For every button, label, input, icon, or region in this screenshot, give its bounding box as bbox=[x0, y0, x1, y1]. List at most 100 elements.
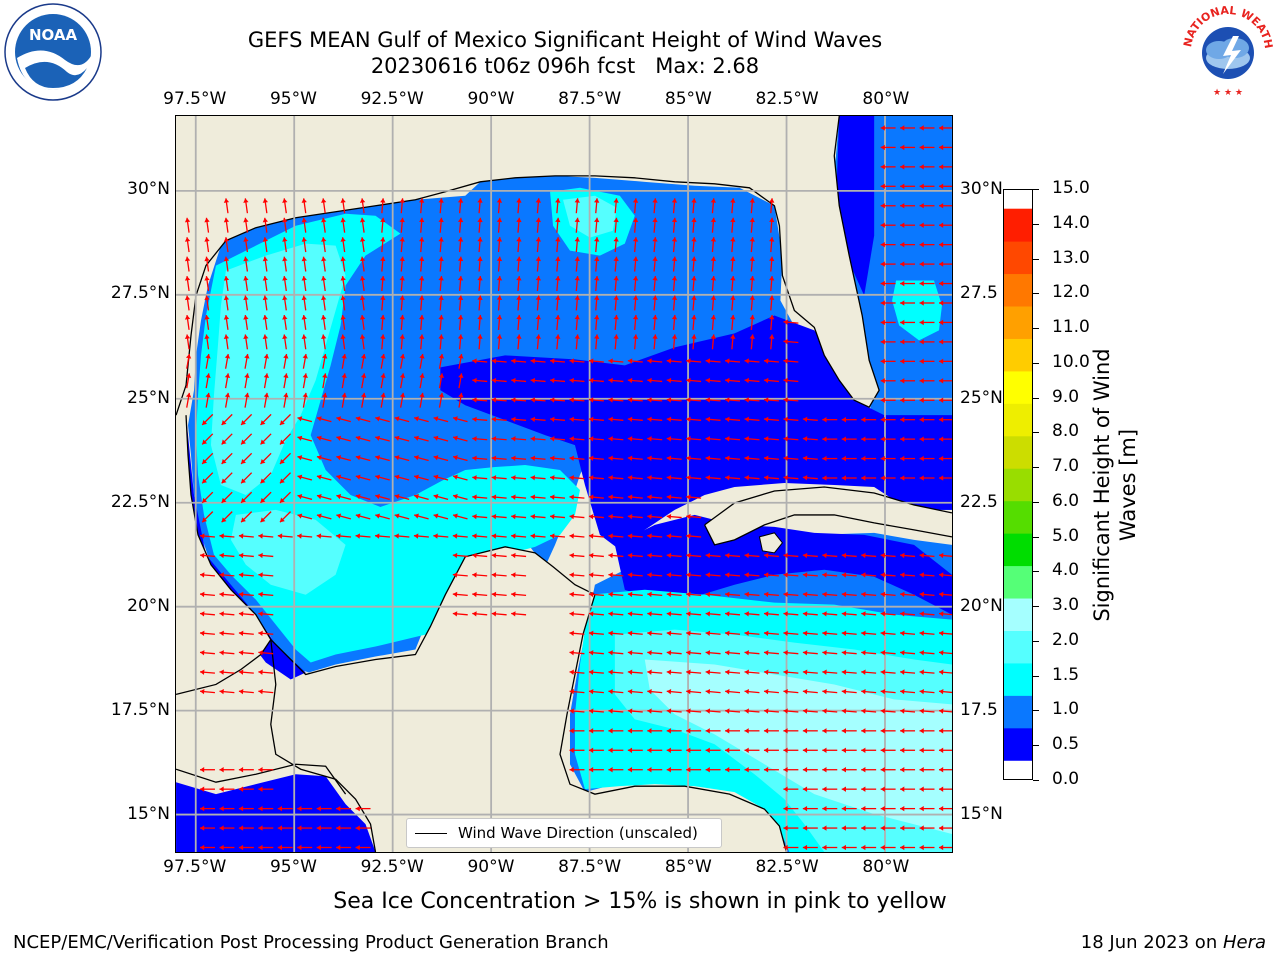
wind-arrow-head bbox=[438, 276, 444, 281]
wind-arrow-head bbox=[472, 533, 477, 539]
lon-tick-bottom: 85°W bbox=[664, 857, 712, 877]
wind-arrow-head bbox=[783, 319, 788, 325]
wind-arrow-head bbox=[783, 591, 788, 598]
wind-arrow-head bbox=[647, 688, 652, 695]
wind-arrow-head bbox=[260, 420, 266, 425]
wind-arrow-head bbox=[569, 688, 574, 695]
wind-arrow-head bbox=[900, 397, 905, 403]
wind-arrow-head bbox=[336, 435, 342, 441]
wind-arrow-head bbox=[725, 767, 730, 773]
wind-arrow-head bbox=[496, 237, 503, 242]
wind-arrow-head bbox=[647, 767, 652, 773]
wind-arrow-head bbox=[219, 650, 224, 656]
wind-arrow-head bbox=[241, 517, 246, 523]
wind-arrow-head bbox=[569, 533, 574, 539]
wind-arrow-head bbox=[550, 416, 555, 423]
wind-arrow-head bbox=[608, 494, 613, 500]
lat-tick-left: 17.5°N bbox=[110, 700, 170, 721]
wind-arrow-head bbox=[550, 358, 555, 364]
low-wave-yucatan bbox=[614, 514, 952, 615]
wind-arrow-head bbox=[243, 256, 249, 262]
colorbar-bin bbox=[1004, 273, 1032, 307]
wind-arrow-head bbox=[705, 397, 711, 403]
wind-arrow-head bbox=[594, 198, 600, 203]
wind-arrow-head bbox=[243, 315, 249, 320]
wind-arrow-head bbox=[516, 237, 522, 242]
wind-arrow-head bbox=[283, 373, 289, 379]
wind-arrow-head bbox=[900, 144, 905, 151]
wind-arrow-head bbox=[900, 669, 905, 675]
wind-arrow-head bbox=[841, 630, 847, 636]
wind-arrow-head bbox=[749, 256, 755, 262]
wind-arrow-head bbox=[841, 572, 847, 578]
wind-arrow-head bbox=[919, 572, 924, 578]
colorbar bbox=[1003, 189, 1033, 780]
wind-arrow-head bbox=[530, 475, 536, 481]
mexico-west-land bbox=[176, 415, 271, 695]
wind-arrow-head bbox=[241, 458, 246, 464]
wind-arrow-head bbox=[260, 439, 266, 445]
wind-arrow-head bbox=[375, 416, 381, 422]
colorbar-bin bbox=[1004, 306, 1032, 339]
wind-arrow-head bbox=[419, 353, 425, 359]
wind-arrow-head bbox=[279, 420, 285, 425]
wind-arrow-head bbox=[938, 241, 944, 248]
wind-arrow-head bbox=[241, 497, 246, 503]
wind-arrow-head bbox=[301, 198, 307, 203]
wind-arrow-head bbox=[744, 767, 749, 773]
wind-arrow-head bbox=[919, 552, 924, 559]
colorbar-bin bbox=[1004, 565, 1032, 599]
wind-arrow-head bbox=[627, 611, 633, 617]
wind-arrow-head bbox=[491, 455, 497, 461]
wind-arrow-head bbox=[730, 198, 736, 203]
wind-arrow-head bbox=[841, 455, 846, 462]
wind-arrow-head bbox=[666, 630, 672, 636]
wind-arrow-head bbox=[438, 314, 444, 320]
wind-arrow-head bbox=[725, 650, 730, 656]
wind-arrow-head bbox=[608, 358, 613, 364]
wind-arrow-head bbox=[185, 373, 192, 379]
wind-arrow-head bbox=[841, 611, 847, 617]
wind-arrow-head bbox=[705, 572, 711, 578]
wind-arrow-head bbox=[744, 397, 749, 403]
wind-arrow-head bbox=[569, 669, 574, 675]
wind-arrow-head bbox=[185, 353, 192, 359]
wind-arrow-head bbox=[355, 513, 361, 519]
wind-arrow-head bbox=[340, 315, 346, 320]
wind-arrow-head bbox=[433, 435, 439, 441]
wind-arrow-head bbox=[419, 237, 425, 242]
colorbar-bin bbox=[1004, 468, 1032, 502]
wind-arrow-head bbox=[375, 513, 381, 519]
wind-arrow-head bbox=[627, 358, 633, 364]
wind-arrow-head bbox=[725, 358, 730, 364]
wind-arrow-head bbox=[939, 669, 944, 675]
wind-arrow-head bbox=[375, 435, 381, 441]
colorbar-tick-mark bbox=[1033, 223, 1039, 225]
wind-arrow-head bbox=[457, 276, 464, 281]
wind-arrow-head bbox=[302, 353, 308, 359]
wind-arrow-head bbox=[802, 475, 808, 481]
wind-arrow-head bbox=[627, 747, 633, 753]
wind-arrow-head bbox=[260, 517, 266, 523]
wind-arrow-head bbox=[861, 455, 866, 462]
wind-arrow-head bbox=[627, 630, 633, 636]
wind-arrow-head bbox=[725, 747, 730, 753]
wind-arrow-head bbox=[297, 533, 302, 539]
wind-arrow-head bbox=[491, 552, 497, 559]
wind-arrow-head bbox=[569, 416, 574, 423]
wind-arrow-head bbox=[199, 786, 205, 792]
wind-arrow-head bbox=[340, 295, 346, 301]
wind-arrow-head bbox=[258, 552, 263, 559]
wind-arrow-head bbox=[530, 513, 536, 520]
wind-arrow-head bbox=[530, 494, 536, 500]
wind-arrow-head bbox=[555, 334, 561, 339]
wind-arrow-head bbox=[301, 295, 307, 301]
wind-arrow-head bbox=[861, 591, 866, 598]
wind-arrow-head bbox=[243, 217, 249, 223]
wind-arrow-head bbox=[841, 805, 846, 812]
wind-arrow-head bbox=[433, 494, 439, 500]
wind-arrow-head bbox=[221, 478, 227, 484]
wind-arrow-head bbox=[725, 728, 730, 734]
wind-arrow-head bbox=[919, 339, 924, 345]
wind-arrow-head bbox=[359, 315, 366, 320]
